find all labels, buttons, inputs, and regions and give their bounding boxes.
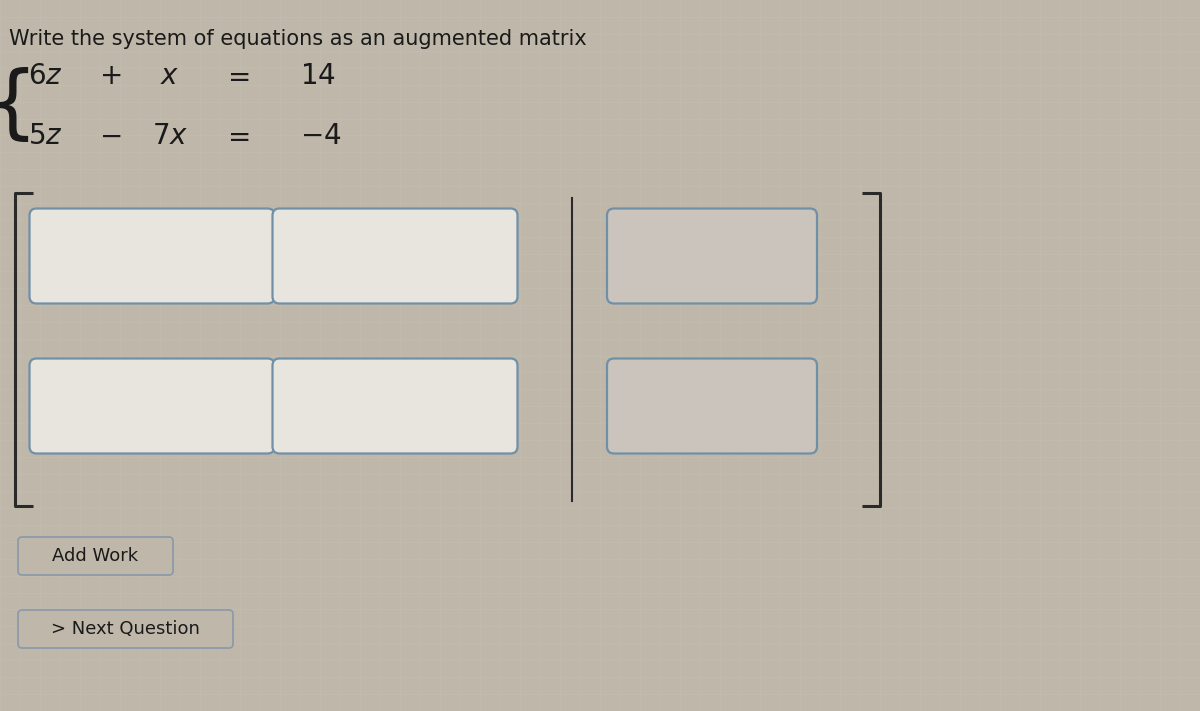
FancyBboxPatch shape <box>18 610 233 648</box>
Text: $-$: $-$ <box>98 122 121 150</box>
Text: Add Work: Add Work <box>53 547 138 565</box>
FancyBboxPatch shape <box>607 358 817 454</box>
FancyBboxPatch shape <box>272 208 517 304</box>
Text: $7x$: $7x$ <box>152 122 188 150</box>
FancyBboxPatch shape <box>30 358 275 454</box>
Text: $5z$: $5z$ <box>28 122 62 150</box>
FancyBboxPatch shape <box>18 537 173 575</box>
Text: $+$: $+$ <box>98 62 121 90</box>
Text: Write the system of equations as an augmented matrix: Write the system of equations as an augm… <box>10 29 587 49</box>
Text: {: { <box>0 67 38 145</box>
Text: $=$: $=$ <box>222 62 250 90</box>
FancyBboxPatch shape <box>607 208 817 304</box>
Text: > Next Question: > Next Question <box>52 620 200 638</box>
Text: $x$: $x$ <box>161 62 180 90</box>
FancyBboxPatch shape <box>30 208 275 304</box>
Text: $14$: $14$ <box>300 62 336 90</box>
Text: $=$: $=$ <box>222 122 250 150</box>
Text: $6z$: $6z$ <box>28 62 62 90</box>
Text: $-4$: $-4$ <box>300 122 341 150</box>
FancyBboxPatch shape <box>272 358 517 454</box>
